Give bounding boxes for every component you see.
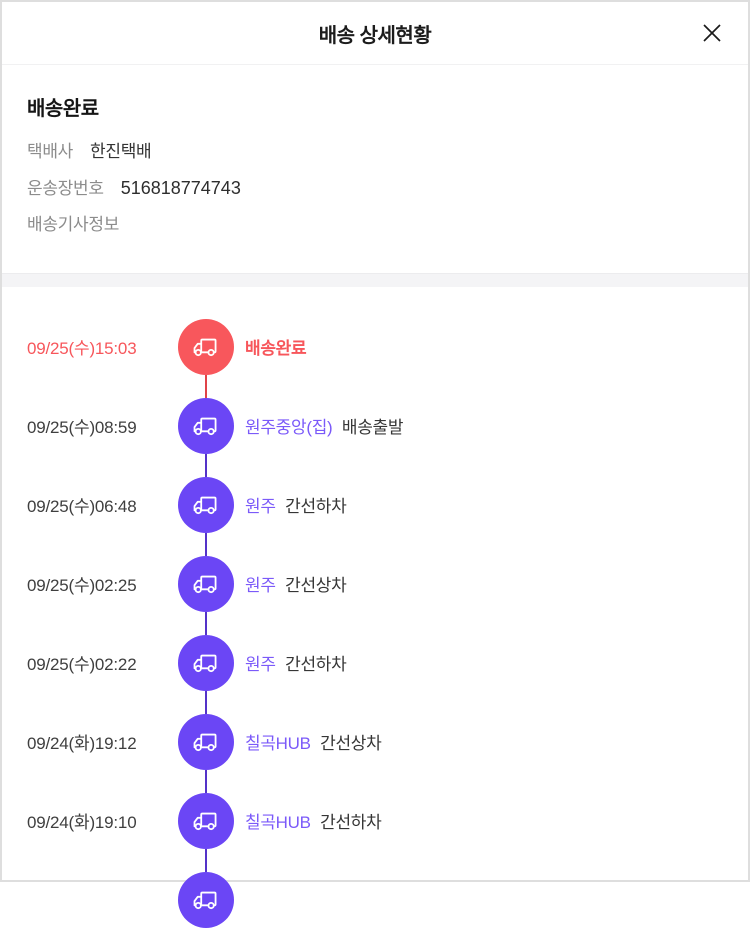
tracking-number-row: 운송장번호 516818774743 — [27, 170, 723, 207]
truck-icon — [178, 634, 234, 691]
timeline-connector — [205, 769, 207, 793]
timeline-status-text: 간선하차 — [285, 655, 347, 674]
close-button[interactable] — [696, 17, 728, 49]
timeline-date: 09/24(화)19:10 — [27, 813, 137, 832]
close-icon — [698, 19, 726, 47]
timeline-status-text: 배송완료 — [245, 339, 307, 358]
timeline-connector — [205, 532, 207, 556]
timeline-connector — [205, 690, 207, 714]
timeline-row: 09/24(화)19:12 칠곡HUB 간선상차 — [2, 702, 748, 793]
truck-icon — [178, 792, 234, 849]
timeline-status: 원주 간선하차 — [245, 492, 347, 517]
timeline-location: 원주 — [245, 576, 276, 595]
tracking-number-label: 운송장번호 — [27, 179, 104, 198]
truck-icon — [178, 713, 234, 770]
timeline-status: 배송완료 — [245, 334, 307, 359]
timeline-location: 칠곡HUB — [245, 734, 311, 753]
timeline-status-text: 간선하차 — [285, 497, 347, 516]
driver-info-label: 배송기사정보 — [27, 215, 120, 234]
modal-header: 배송 상세현황 — [2, 2, 748, 65]
tracking-timeline: 09/25(수)15:03 배송완료 09/25(수)08:59 — [2, 287, 748, 939]
timeline-icon-column — [178, 544, 234, 635]
timeline-icon-column — [178, 860, 234, 939]
carrier-label: 택배사 — [27, 142, 74, 161]
timeline-date: 09/25(수)02:22 — [27, 655, 137, 674]
timeline-row: 09/25(수)08:59 원주중앙(집) 배송출발 — [2, 386, 748, 477]
timeline-status-text: 간선상차 — [285, 576, 347, 595]
timeline-location: 원주중앙(집) — [245, 418, 333, 437]
timeline-date: 09/24(화)19:12 — [27, 734, 137, 753]
timeline-status: 원주중앙(집) 배송출발 — [245, 413, 404, 438]
timeline-row: 09/25(수)15:03 배송완료 — [2, 307, 748, 398]
timeline-status: 칠곡HUB 간선하차 — [245, 808, 382, 833]
timeline-status-text: 간선하차 — [320, 813, 382, 832]
timeline-status: 원주 간선상차 — [245, 571, 347, 596]
timeline-date: 09/25(수)02:25 — [27, 576, 137, 595]
timeline-icon-column — [178, 386, 234, 477]
timeline-row: 09/25(수)06:48 원주 간선하차 — [2, 465, 748, 556]
timeline-status: 원주 간선하차 — [245, 650, 347, 675]
truck-icon — [178, 397, 234, 454]
delivery-status-heading: 배송완료 — [27, 98, 99, 120]
truck-icon — [178, 871, 234, 928]
truck-icon — [178, 476, 234, 533]
timeline-row: 09/24(화)19:10 칠곡HUB 간선하차 — [2, 781, 748, 872]
truck-icon — [178, 555, 234, 612]
truck-icon — [178, 318, 234, 375]
timeline-date: 09/25(수)06:48 — [27, 497, 137, 516]
timeline-date: 09/25(수)08:59 — [27, 418, 137, 437]
timeline-icon-column — [178, 623, 234, 714]
tracking-number-value: 516818774743 — [120, 178, 241, 198]
timeline-connector — [205, 453, 207, 477]
timeline-connector — [205, 848, 207, 872]
timeline-icon-column — [178, 702, 234, 793]
timeline-location: 원주 — [245, 497, 276, 516]
timeline-row: 09/25(수)02:22 원주 간선하차 — [2, 623, 748, 714]
timeline-icon-column — [178, 307, 234, 398]
page-title: 배송 상세현황 — [318, 24, 432, 47]
carrier-value: 한진택배 — [90, 142, 152, 161]
timeline-icon-column — [178, 781, 234, 872]
section-divider — [2, 273, 748, 287]
timeline-status: 칠곡HUB 간선상차 — [245, 729, 382, 754]
timeline-row — [2, 860, 748, 939]
timeline-status-text: 간선상차 — [320, 734, 382, 753]
timeline-connector — [205, 611, 207, 635]
timeline-status-text: 배송출발 — [341, 418, 404, 437]
timeline-icon-column — [178, 465, 234, 556]
timeline-location: 원주 — [245, 655, 276, 674]
driver-info-row: 배송기사정보 — [27, 207, 723, 243]
timeline-connector — [205, 374, 207, 398]
delivery-summary: 배송완료 택배사 한진택배 운송장번호 516818774743 배송기사정보 — [2, 65, 748, 273]
timeline-status — [245, 890, 250, 910]
carrier-row: 택배사 한진택배 — [27, 134, 723, 170]
timeline-location: 칠곡HUB — [245, 813, 311, 832]
timeline-row: 09/25(수)02:25 원주 간선상차 — [2, 544, 748, 635]
timeline-date: 09/25(수)15:03 — [27, 339, 137, 358]
